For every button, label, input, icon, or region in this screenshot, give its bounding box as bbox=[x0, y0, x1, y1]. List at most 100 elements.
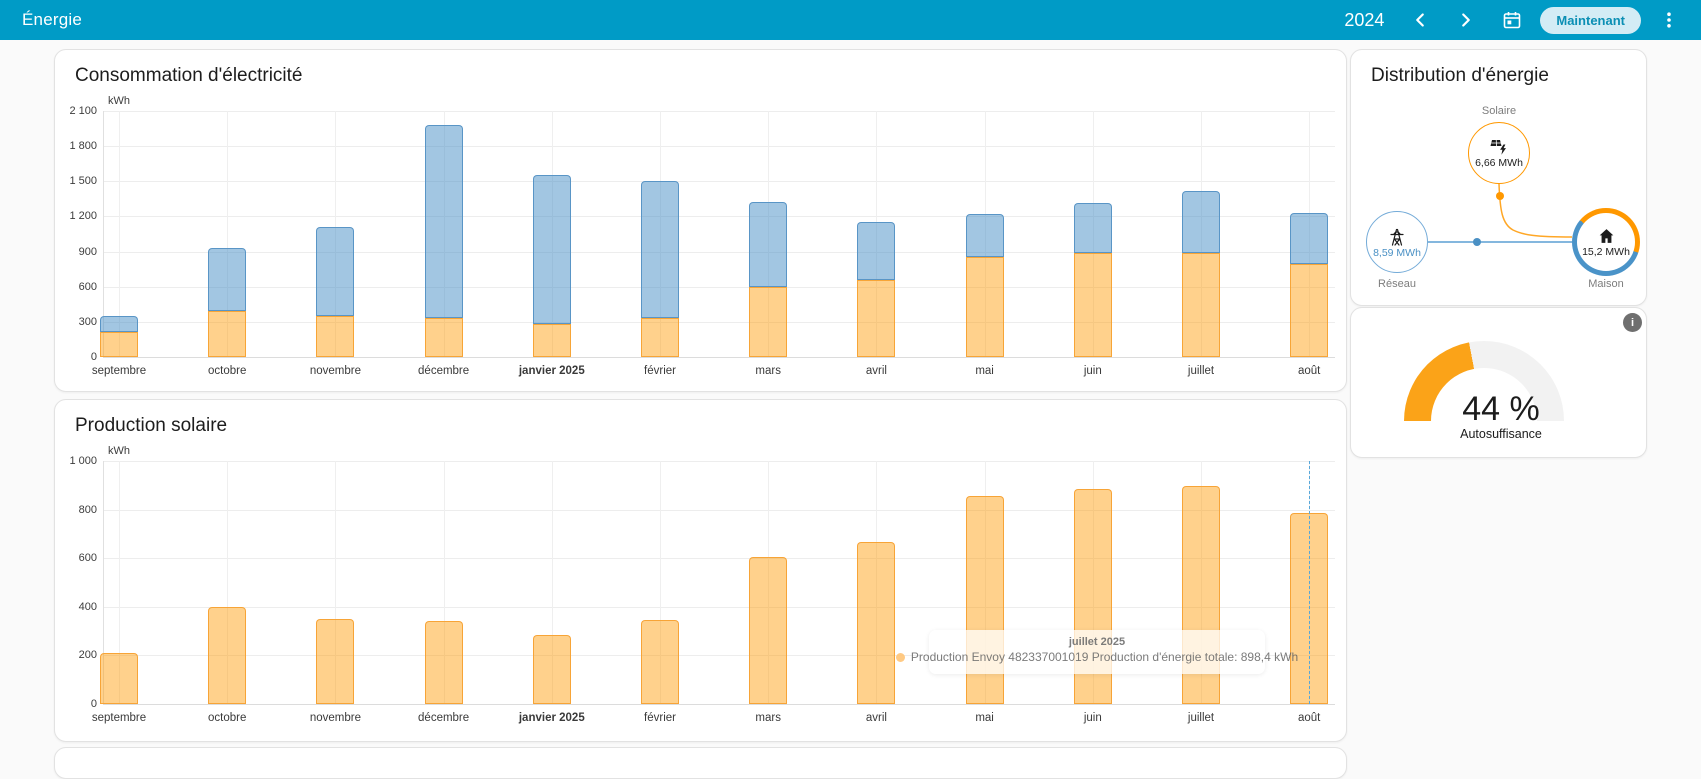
x-axis-label: août bbox=[1298, 712, 1320, 724]
bar-segment-février[interactable] bbox=[641, 181, 679, 317]
chart-tooltip: juillet 2025 Production Envoy 4823370010… bbox=[929, 630, 1265, 674]
bar-segment-novembre[interactable] bbox=[316, 619, 354, 704]
x-axis-label: janvier 2025 bbox=[519, 712, 585, 724]
bar-segment-juin[interactable] bbox=[1074, 253, 1112, 357]
bar-segment-janvier 2025[interactable] bbox=[533, 175, 571, 324]
y-axis-unit-label: kWh bbox=[108, 95, 130, 107]
previous-period-button[interactable] bbox=[1402, 2, 1438, 38]
bar-segment-février[interactable] bbox=[641, 620, 679, 704]
chevron-left-icon bbox=[1409, 9, 1431, 31]
gridline bbox=[103, 558, 1335, 559]
bar-segment-mai[interactable] bbox=[966, 257, 1004, 357]
x-axis-label: mai bbox=[975, 712, 994, 724]
tooltip-title: juillet 2025 bbox=[929, 636, 1265, 648]
x-axis-label: juillet bbox=[1188, 365, 1214, 377]
gridline bbox=[103, 461, 1335, 462]
kebab-menu-icon bbox=[1659, 10, 1679, 30]
gridline bbox=[103, 111, 1335, 112]
hover-cursor-line bbox=[1309, 461, 1310, 704]
y-axis-tick-label: 0 bbox=[57, 351, 97, 363]
bar-segment-novembre[interactable] bbox=[316, 227, 354, 316]
bar-segment-août[interactable] bbox=[1290, 264, 1328, 357]
bar-segment-janvier 2025[interactable] bbox=[533, 324, 571, 357]
bar-segment-mars[interactable] bbox=[749, 557, 787, 704]
bar-segment-décembre[interactable] bbox=[425, 318, 463, 357]
bar-segment-octobre[interactable] bbox=[208, 248, 246, 311]
bar-segment-août[interactable] bbox=[1290, 213, 1328, 265]
overflow-menu-button[interactable] bbox=[1651, 2, 1687, 38]
x-axis-label: septembre bbox=[92, 712, 146, 724]
bar-segment-mai[interactable] bbox=[966, 214, 1004, 258]
x-axis-label: novembre bbox=[310, 365, 361, 377]
x-axis-label: mai bbox=[975, 365, 994, 377]
bar-segment-septembre[interactable] bbox=[100, 332, 138, 357]
bar-segment-juillet[interactable] bbox=[1182, 191, 1220, 253]
gridline bbox=[103, 322, 1335, 323]
x-axis-label: mars bbox=[755, 365, 781, 377]
y-axis-tick-label: 900 bbox=[57, 246, 97, 258]
y-axis-tick-label: 300 bbox=[57, 316, 97, 328]
bar-segment-octobre[interactable] bbox=[208, 311, 246, 357]
bar-segment-octobre[interactable] bbox=[208, 607, 246, 704]
solar-node[interactable]: 6,66 MWh bbox=[1468, 122, 1530, 184]
gridline bbox=[103, 607, 1335, 608]
y-axis-tick-label: 2 100 bbox=[57, 105, 97, 117]
transmission-tower-icon bbox=[1387, 226, 1407, 246]
bar-segment-février[interactable] bbox=[641, 318, 679, 357]
x-axis-label: janvier 2025 bbox=[519, 365, 585, 377]
bar-segment-juin[interactable] bbox=[1074, 203, 1112, 253]
bar-segment-mars[interactable] bbox=[749, 202, 787, 286]
bar-segment-novembre[interactable] bbox=[316, 316, 354, 357]
x-axis-label: août bbox=[1298, 365, 1320, 377]
bar-segment-septembre[interactable] bbox=[100, 316, 138, 332]
energy-distribution-card: Distribution d'énergie Solaire 6,66 MWh … bbox=[1350, 49, 1647, 306]
home-node[interactable]: 15,2 MWh bbox=[1572, 208, 1640, 276]
gridline bbox=[103, 216, 1335, 217]
x-axis-label: décembre bbox=[418, 712, 469, 724]
next-card-fragment bbox=[54, 747, 1347, 779]
x-axis-label: avril bbox=[866, 365, 887, 377]
bar-segment-septembre[interactable] bbox=[100, 653, 138, 704]
gridline bbox=[103, 357, 1335, 358]
y-axis-tick-label: 800 bbox=[57, 504, 97, 516]
x-axis-label: avril bbox=[866, 712, 887, 724]
x-axis-label: décembre bbox=[418, 365, 469, 377]
y-axis-tick-label: 1 000 bbox=[57, 455, 97, 467]
x-axis-label: octobre bbox=[208, 365, 246, 377]
x-axis-label: mars bbox=[755, 712, 781, 724]
y-axis-unit-label: kWh bbox=[108, 445, 130, 457]
grid-node-value: 8,59 MWh bbox=[1373, 247, 1421, 259]
self-sufficiency-gauge-card: i 44 % Autosuffisance bbox=[1350, 307, 1647, 458]
bar-segment-juillet[interactable] bbox=[1182, 253, 1220, 357]
date-picker-button[interactable] bbox=[1494, 2, 1530, 38]
solar-panel-icon bbox=[1489, 138, 1509, 156]
bar-segment-mars[interactable] bbox=[749, 287, 787, 357]
gridline bbox=[103, 704, 1335, 705]
x-axis-label: septembre bbox=[92, 365, 146, 377]
y-axis-tick-label: 0 bbox=[57, 698, 97, 710]
grid-node[interactable]: 8,59 MWh bbox=[1366, 211, 1428, 273]
now-button[interactable]: Maintenant bbox=[1540, 7, 1641, 34]
bar-segment-décembre[interactable] bbox=[425, 621, 463, 704]
next-period-button[interactable] bbox=[1448, 2, 1484, 38]
bar-segment-décembre[interactable] bbox=[425, 125, 463, 318]
y-axis-tick-label: 400 bbox=[57, 601, 97, 613]
bar-segment-avril[interactable] bbox=[857, 542, 895, 704]
chevron-right-icon bbox=[1455, 9, 1477, 31]
gridline bbox=[103, 252, 1335, 253]
bar-segment-avril[interactable] bbox=[857, 222, 895, 280]
y-axis-tick-label: 200 bbox=[57, 649, 97, 661]
bar-segment-janvier 2025[interactable] bbox=[533, 635, 571, 704]
x-axis-label: juillet bbox=[1188, 712, 1214, 724]
info-button[interactable]: i bbox=[1623, 313, 1642, 332]
home-icon bbox=[1597, 227, 1616, 245]
x-axis-label: novembre bbox=[310, 712, 361, 724]
bar-segment-avril[interactable] bbox=[857, 280, 895, 357]
gauge-value: 44 % bbox=[1421, 390, 1581, 429]
y-axis-tick-label: 1 800 bbox=[57, 140, 97, 152]
info-icon: i bbox=[1631, 317, 1634, 329]
x-axis-label: juin bbox=[1084, 712, 1102, 724]
